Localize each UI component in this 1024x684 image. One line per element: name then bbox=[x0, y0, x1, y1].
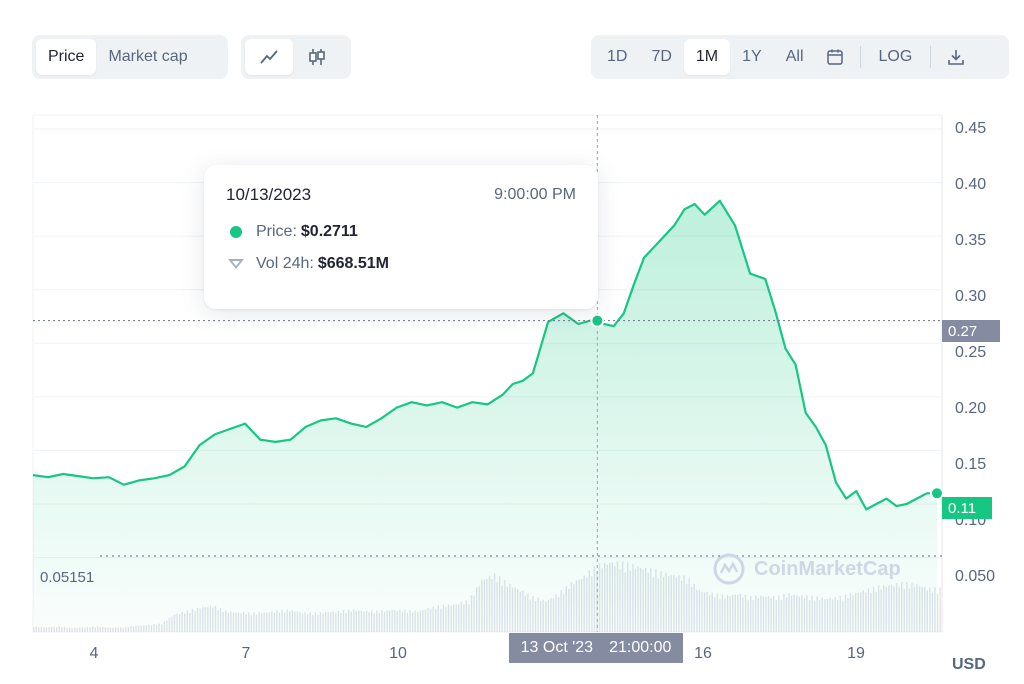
x-tick: 16 bbox=[694, 645, 712, 662]
hover-price-tag: 0.27 bbox=[942, 320, 1000, 342]
y-tick: 0.35 bbox=[955, 232, 987, 249]
x-tick: 7 bbox=[241, 645, 251, 662]
x-tick: 4 bbox=[89, 645, 99, 662]
market-cap-tab[interactable]: Market cap bbox=[108, 48, 188, 65]
metric-toggle: Price Market cap bbox=[32, 35, 228, 79]
toolbar-divider bbox=[930, 46, 932, 68]
volume-bar bbox=[939, 587, 941, 632]
crosshair-date: 13 Oct '23 bbox=[520, 639, 594, 656]
price-dot-icon bbox=[230, 226, 242, 238]
range-1m-button[interactable]: 1M bbox=[683, 39, 731, 75]
crosshair-date-badge: 13 Oct '23 21:00:00 bbox=[509, 633, 683, 663]
min-price-label: 0.05151 bbox=[40, 569, 95, 586]
tooltip-volume-value: $668.51M bbox=[317, 255, 389, 272]
price-line bbox=[32, 199, 937, 511]
y-tick: 0.45 bbox=[955, 120, 987, 137]
y-tick: 0.15 bbox=[955, 456, 987, 473]
price-area bbox=[33, 200, 937, 633]
watermark: CoinMarketCap bbox=[712, 552, 901, 586]
log-scale-button[interactable]: LOG bbox=[878, 48, 913, 65]
tooltip-volume-label: Vol 24h: bbox=[256, 255, 314, 272]
candlestick-icon[interactable] bbox=[293, 39, 341, 75]
volume-bar bbox=[936, 593, 939, 632]
coinmarketcap-logo-icon bbox=[713, 553, 745, 585]
y-tick: 0.20 bbox=[955, 400, 987, 417]
tooltip-date: 10/13/2023 bbox=[226, 185, 312, 204]
y-tick: 0.30 bbox=[955, 288, 987, 305]
toolbar-divider bbox=[859, 46, 861, 68]
tooltip-price-label: Price: bbox=[256, 223, 297, 240]
download-icon[interactable] bbox=[937, 39, 975, 75]
watermark-text: CoinMarketCap bbox=[754, 557, 901, 580]
hover-point bbox=[590, 313, 605, 328]
range-7d-button[interactable]: 7D bbox=[651, 48, 672, 65]
calendar-icon[interactable] bbox=[816, 39, 854, 75]
tooltip-price-value: $0.2711 bbox=[300, 223, 358, 240]
line-chart-icon[interactable] bbox=[245, 39, 293, 75]
range-all-button[interactable]: All bbox=[785, 48, 804, 65]
price-tooltip: 10/13/2023 9:00:00 PM Price: $0.2711 Vol… bbox=[204, 165, 598, 309]
range-1y-button[interactable]: 1Y bbox=[742, 48, 762, 65]
x-tick: 19 bbox=[847, 645, 865, 662]
y-axis-unit: USD bbox=[952, 656, 986, 673]
y-tick: 0.25 bbox=[955, 344, 987, 361]
x-tick: 10 bbox=[389, 645, 407, 662]
crosshair-time: 21:00:00 bbox=[609, 639, 672, 656]
y-tick: 0.40 bbox=[955, 176, 987, 193]
range-toolbar: 1D 7D 1M 1Y All LOG bbox=[591, 35, 1009, 79]
tooltip-time: 9:00:00 PM bbox=[494, 186, 576, 203]
y-tick: 0.050 bbox=[955, 568, 996, 585]
chart-type-toggle bbox=[241, 35, 351, 79]
current-point bbox=[929, 486, 944, 501]
current-price-tag: 0.11 bbox=[942, 497, 992, 519]
range-1d-button[interactable]: 1D bbox=[607, 48, 628, 65]
price-tab[interactable]: Price bbox=[36, 39, 97, 75]
volume-icon bbox=[228, 259, 244, 269]
